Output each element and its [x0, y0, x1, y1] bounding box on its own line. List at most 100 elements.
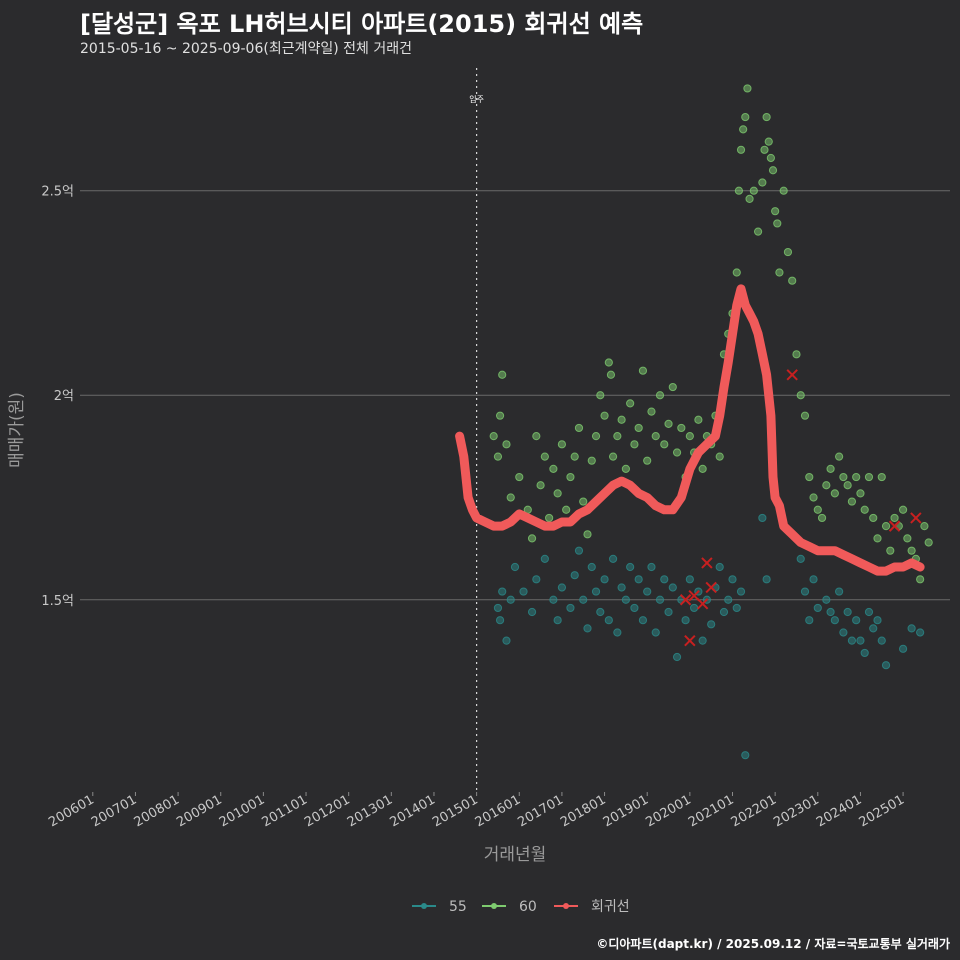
point-55 — [621, 595, 630, 604]
point-60 — [579, 497, 588, 506]
point-55 — [719, 607, 729, 617]
point-60 — [920, 522, 929, 531]
legend-key-dot — [491, 903, 497, 909]
point-60 — [826, 464, 835, 473]
point-60 — [608, 452, 618, 461]
x-tick-label: 200601 — [46, 792, 96, 830]
y-axis-title: 매매가(원) — [7, 392, 27, 468]
point-55 — [809, 575, 818, 584]
point-60 — [768, 166, 778, 175]
x-tick-label: 202401 — [814, 792, 864, 830]
point-55 — [579, 595, 588, 604]
point-60 — [566, 472, 575, 482]
x-tick-label: 202301 — [771, 792, 821, 830]
point-60 — [660, 440, 669, 449]
point-55 — [758, 513, 767, 523]
point-60 — [773, 219, 782, 228]
point-60 — [677, 423, 686, 433]
x-marker — [679, 594, 692, 606]
point-55 — [916, 628, 925, 637]
legend-key-dot — [421, 903, 427, 909]
point-55 — [493, 603, 503, 613]
point-60 — [843, 481, 852, 490]
point-60 — [626, 399, 635, 408]
x-tick-label: 201301 — [345, 792, 395, 830]
point-55 — [498, 587, 507, 596]
point-55 — [634, 575, 643, 584]
x-marker — [684, 634, 696, 647]
point-60 — [907, 546, 916, 555]
point-60 — [792, 350, 801, 359]
point-55 — [506, 595, 515, 604]
point-60 — [502, 440, 511, 449]
point-60 — [553, 489, 562, 498]
point-60 — [570, 452, 579, 461]
x-tick-label: 201501 — [430, 792, 480, 830]
x-tick-label: 201601 — [473, 792, 523, 830]
point-60 — [736, 145, 746, 154]
point-60 — [852, 472, 861, 482]
point-60 — [783, 247, 793, 257]
point-55 — [898, 644, 908, 653]
point-55 — [660, 575, 669, 584]
point-60 — [532, 432, 541, 441]
point-60 — [856, 489, 865, 498]
point-60 — [495, 411, 505, 420]
point-60 — [898, 505, 908, 514]
point-55 — [613, 628, 622, 637]
point-60 — [809, 493, 818, 502]
point-55 — [596, 607, 605, 617]
point-55 — [796, 554, 805, 563]
point-55 — [881, 661, 891, 670]
x-tick-label: 202201 — [729, 792, 779, 830]
point-55 — [762, 575, 771, 584]
point-60 — [621, 464, 630, 473]
point-55 — [617, 583, 626, 592]
point-60 — [685, 432, 694, 441]
point-60 — [749, 186, 758, 195]
x-tick-label: 201201 — [302, 792, 352, 830]
point-60 — [924, 538, 933, 547]
point-60 — [489, 432, 498, 441]
point-60 — [890, 513, 899, 523]
point-60 — [805, 472, 814, 482]
point-55 — [847, 636, 857, 645]
legend-label: 55 — [449, 899, 467, 915]
point-60 — [839, 472, 848, 482]
point-60 — [613, 432, 622, 441]
move-in-label: 입주 — [469, 95, 484, 104]
regression-line-layer — [455, 284, 925, 576]
point-60 — [764, 137, 773, 146]
point-60 — [617, 415, 626, 424]
point-60 — [698, 464, 707, 473]
point-55 — [698, 636, 707, 645]
point-55 — [651, 628, 660, 637]
point-60 — [536, 481, 545, 490]
point-55 — [843, 607, 852, 617]
point-55 — [647, 562, 656, 572]
point-60 — [515, 472, 524, 482]
point-60 — [604, 358, 613, 367]
point-55 — [681, 616, 690, 625]
point-60 — [562, 505, 571, 514]
point-55 — [835, 587, 844, 596]
point-60 — [881, 522, 891, 531]
point-55 — [668, 583, 677, 592]
point-55 — [604, 616, 613, 625]
point-60 — [873, 534, 882, 543]
point-60 — [903, 534, 912, 543]
point-60 — [493, 452, 503, 461]
x-tick-label: 202501 — [857, 792, 907, 830]
point-60 — [583, 530, 592, 539]
point-60 — [877, 472, 886, 482]
point-55 — [600, 575, 609, 584]
point-60 — [796, 391, 805, 400]
point-60 — [549, 464, 558, 473]
point-60 — [760, 145, 769, 154]
legend-key-dot — [563, 903, 569, 909]
point-60 — [745, 194, 754, 203]
point-55 — [860, 648, 869, 658]
point-55 — [826, 607, 835, 617]
x-marker — [786, 369, 798, 381]
legend-label: 회귀선 — [591, 899, 630, 915]
